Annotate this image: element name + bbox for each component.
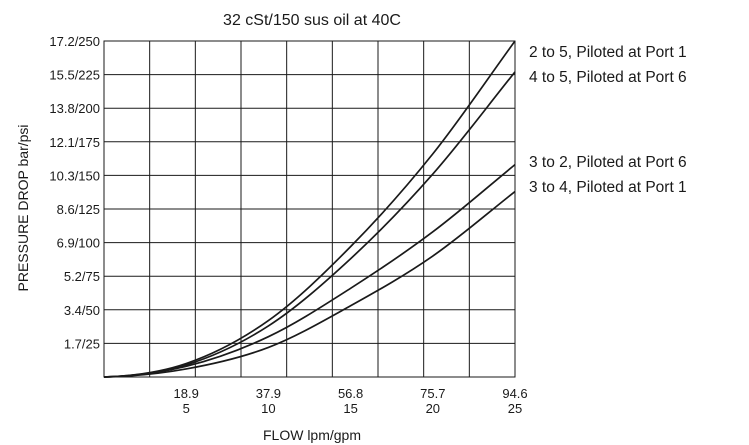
y-tick-labels: 1.7/25 3.4/50 5.2/75 6.9/100 8.6/125 10.3/150…: [49, 34, 100, 351]
x-tick-label-gpm: 15: [343, 401, 357, 416]
x-tick-label-lpm: 56.8: [338, 386, 363, 401]
series-line-4: [103, 190, 516, 378]
curves: [103, 40, 516, 378]
y-tick-label: 13.8/200: [49, 101, 100, 116]
series-line-3: [103, 163, 516, 378]
series-line-2: [103, 71, 516, 378]
legend-entry: 4 to 5, Piloted at Port 6: [529, 69, 687, 86]
x-tick-label-lpm: 18.9: [174, 386, 199, 401]
y-tick-label: 3.4/50: [64, 303, 100, 318]
y-tick-label: 6.9/100: [57, 236, 100, 251]
legend: 2 to 5, Piloted at Port 1 4 to 5, Piloted…: [529, 44, 687, 196]
x-tick-label-gpm: 10: [261, 401, 275, 416]
y-tick-label: 17.2/250: [49, 34, 100, 49]
y-tick-label: 1.7/25: [64, 336, 100, 351]
x-tick-label-gpm: 25: [508, 401, 522, 416]
legend-entry: 3 to 2, Piloted at Port 6: [529, 154, 687, 171]
chart-title: 32 cSt/150 sus oil at 40C: [223, 12, 401, 29]
x-tick-label-lpm: 94.6: [502, 386, 527, 401]
y-tick-label: 15.5/225: [49, 68, 100, 83]
x-tick-labels: 18.95 37.910 56.815 75.720 94.625: [174, 386, 528, 416]
y-tick-label: 10.3/150: [49, 168, 100, 183]
x-tick-label-gpm: 5: [183, 401, 190, 416]
plot-grid: [103, 40, 516, 378]
x-axis-label: FLOW lpm/gpm: [263, 427, 361, 443]
y-axis-label: PRESSURE DROP bar/psi: [15, 124, 31, 291]
legend-entry: 3 to 4, Piloted at Port 1: [529, 179, 687, 196]
y-tick-label: 8.6/125: [57, 202, 100, 217]
legend-entry: 2 to 5, Piloted at Port 1: [529, 44, 687, 61]
series-line-1: [103, 40, 516, 378]
y-tick-label: 5.2/75: [64, 269, 100, 284]
x-tick-label-gpm: 20: [426, 401, 440, 416]
x-tick-label-lpm: 37.9: [256, 386, 281, 401]
x-tick-label-lpm: 75.7: [420, 386, 445, 401]
y-tick-label: 12.1/175: [49, 135, 100, 150]
